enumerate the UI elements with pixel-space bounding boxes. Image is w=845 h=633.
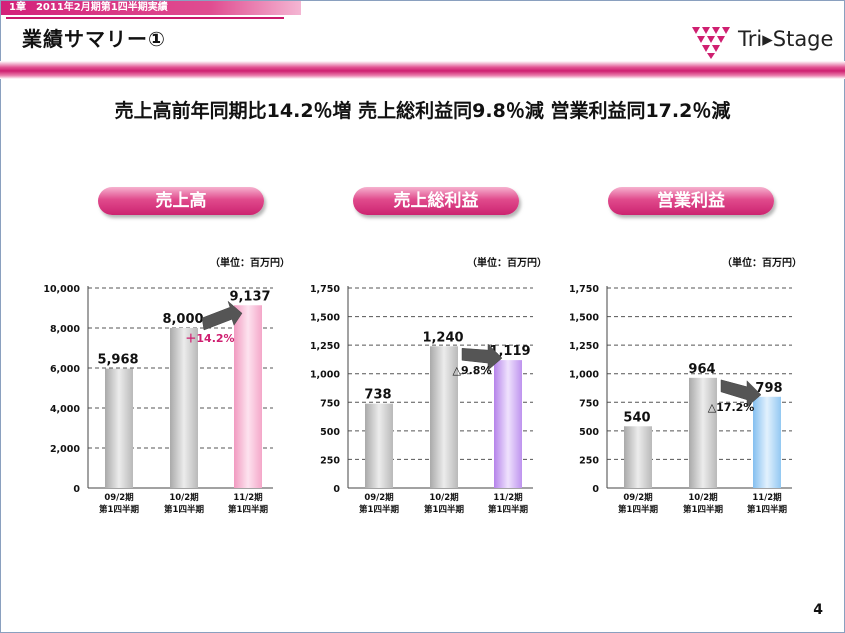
x-tick-label: 第1四半期	[747, 504, 787, 515]
x-tick-label: 11/2期	[233, 492, 263, 503]
bar	[753, 396, 781, 488]
bar	[494, 360, 522, 488]
data-label: 9,137	[229, 289, 270, 304]
x-tick-label: 09/2期	[364, 492, 394, 503]
x-tick-label: 09/2期	[623, 492, 653, 503]
chart-title-operating-profit: 営業利益	[608, 187, 774, 215]
y-tick-label: 2,000	[50, 444, 80, 455]
chapter-label: 1章 2011年2月期第1四半期実績	[9, 2, 168, 13]
bar	[689, 377, 717, 488]
y-tick-label: 750	[579, 398, 599, 409]
bar	[365, 403, 393, 488]
page-title: 業績サマリー①	[22, 27, 166, 51]
chapter-bar: 1章 2011年2月期第1四半期実績	[1, 1, 301, 15]
y-tick-label: 0	[73, 484, 80, 495]
change-arrow	[720, 379, 762, 408]
chart-operating-profit: 02505007501,0001,2501,5001,75054009/2期第1…	[569, 284, 792, 515]
x-tick-label: 09/2期	[104, 492, 134, 503]
y-tick-label: 1,500	[569, 313, 599, 324]
logo-triangles-icon	[692, 27, 730, 59]
y-tick-label: 500	[320, 427, 340, 438]
logo-text: Tri▸Stage	[738, 27, 834, 51]
y-tick-label: 8,000	[50, 324, 80, 335]
bar	[624, 426, 652, 488]
chart-sales: 02,0004,0006,0008,00010,0005,96809/2期第1四…	[43, 284, 273, 515]
y-tick-label: 1,000	[569, 370, 599, 381]
x-tick-label: 11/2期	[493, 492, 523, 503]
y-tick-label: 1,000	[310, 370, 340, 381]
header-band	[0, 61, 845, 79]
change-label: ＋14.2%	[185, 332, 234, 345]
title-underline	[6, 17, 284, 19]
data-label: 964	[688, 362, 715, 377]
x-tick-label: 第1四半期	[488, 504, 528, 515]
page-number: 4	[813, 602, 823, 618]
data-label: 540	[623, 410, 650, 425]
change-label: △9.8%	[453, 364, 492, 377]
x-tick-label: 第1四半期	[683, 504, 723, 515]
x-tick-label: 第1四半期	[164, 504, 204, 515]
bar	[234, 305, 262, 488]
data-label: 1,119	[489, 344, 530, 359]
y-tick-label: 0	[333, 484, 340, 495]
y-tick-label: 0	[592, 484, 599, 495]
headline: 売上高前年同期比14.2％増 売上総利益同9.8％減 営業利益同17.2％減	[114, 100, 731, 122]
unit-label-operating-profit: （単位：百万円）	[722, 258, 802, 269]
y-tick-label: 500	[579, 427, 599, 438]
y-tick-label: 1,750	[569, 284, 599, 295]
chart-gross-profit: 02505007501,0001,2501,5001,75073809/2期第1…	[310, 284, 533, 515]
unit-label-sales: （単位：百万円）	[210, 258, 290, 269]
data-label: 1,240	[422, 330, 463, 345]
chart-title-sales: 売上高	[98, 187, 264, 215]
x-tick-label: 11/2期	[752, 492, 782, 503]
x-tick-label: 第1四半期	[99, 504, 139, 515]
x-tick-label: 第1四半期	[359, 504, 399, 515]
y-tick-label: 10,000	[43, 284, 80, 295]
x-tick-label: 第1四半期	[228, 504, 268, 515]
data-label: 8,000	[162, 312, 203, 327]
y-tick-label: 4,000	[50, 404, 80, 415]
change-arrow	[461, 343, 503, 371]
data-label: 738	[364, 388, 391, 403]
x-tick-label: 10/2期	[169, 492, 199, 503]
data-label: 798	[755, 381, 782, 396]
x-tick-label: 第1四半期	[424, 504, 464, 515]
x-tick-label: 10/2期	[429, 492, 459, 503]
y-tick-label: 1,500	[310, 313, 340, 324]
y-tick-label: 750	[320, 398, 340, 409]
y-tick-label: 1,250	[310, 341, 340, 352]
change-arrow	[201, 300, 243, 331]
bar	[170, 328, 198, 488]
y-tick-label: 1,750	[310, 284, 340, 295]
y-tick-label: 250	[579, 455, 599, 466]
change-label: △17.2%	[708, 401, 755, 414]
unit-label-gross-profit: （単位：百万円）	[467, 258, 547, 269]
x-tick-label: 第1四半期	[618, 504, 658, 515]
y-tick-label: 250	[320, 455, 340, 466]
x-tick-label: 10/2期	[688, 492, 718, 503]
y-tick-label: 1,250	[569, 341, 599, 352]
bar	[105, 368, 133, 488]
data-label: 5,968	[97, 353, 138, 368]
company-logo: Tri▸Stage	[690, 21, 840, 61]
bar	[430, 346, 458, 488]
chart-title-gross-profit: 売上総利益	[353, 187, 519, 215]
y-tick-label: 6,000	[50, 364, 80, 375]
